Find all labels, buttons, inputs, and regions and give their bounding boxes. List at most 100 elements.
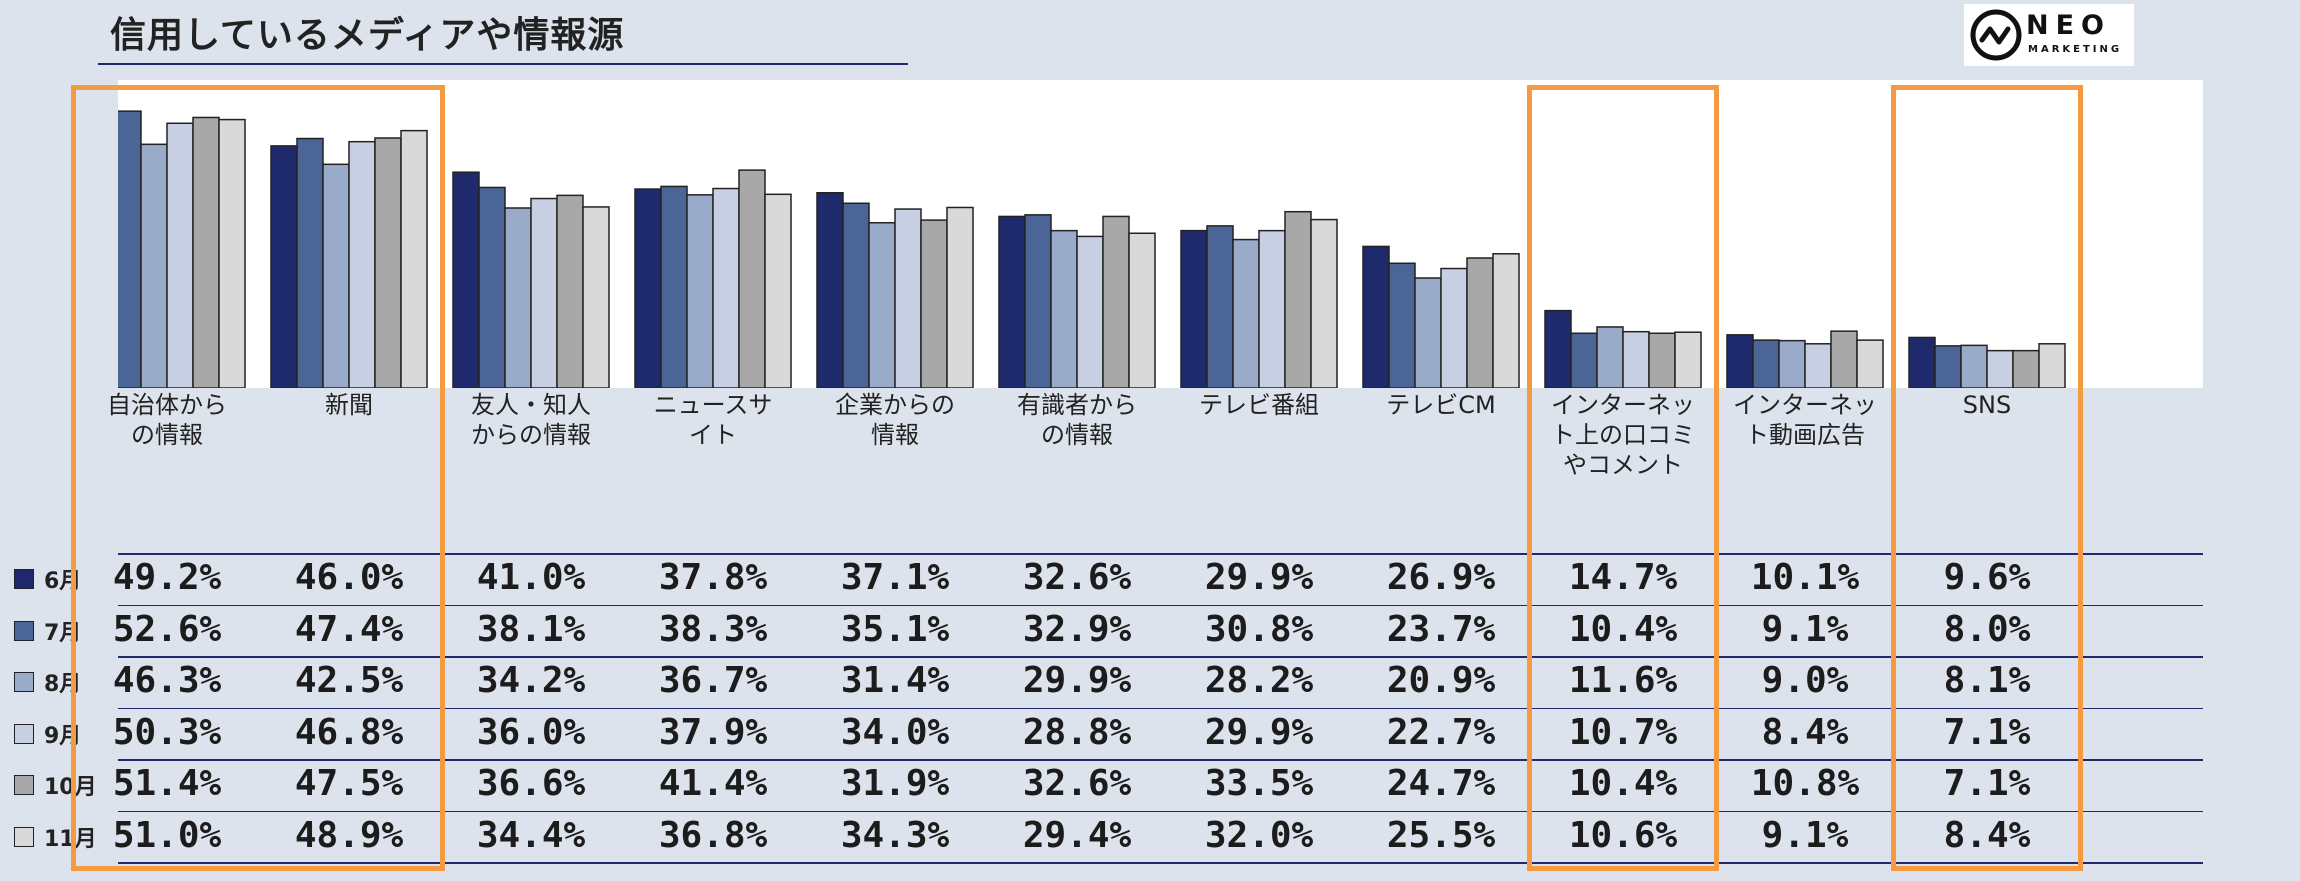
bar-1-1 bbox=[296, 137, 324, 388]
bar-7-0 bbox=[1362, 245, 1390, 388]
bar-3-3 bbox=[712, 187, 740, 388]
legend-swatch bbox=[14, 672, 34, 692]
data-cell: 31.4% bbox=[840, 660, 950, 701]
data-cell: 9.1% bbox=[1761, 608, 1849, 650]
category-label: インターネッ ト上の口コミ やコメント bbox=[1551, 391, 1695, 479]
data-cell: 37.8% bbox=[658, 557, 768, 598]
bar-0-4 bbox=[192, 116, 220, 388]
data-cell: 8.0% bbox=[1943, 608, 2031, 650]
bar-8-4 bbox=[1648, 332, 1676, 388]
bar-1-2 bbox=[322, 163, 350, 388]
data-cell: 8.1% bbox=[1943, 660, 2031, 701]
bar-1-5 bbox=[400, 129, 428, 388]
category-label: テレビCM bbox=[1386, 391, 1496, 419]
bar-5-0 bbox=[998, 215, 1026, 388]
data-cell: 22.7% bbox=[1386, 711, 1496, 753]
bar-10-1 bbox=[1934, 345, 1962, 388]
bar-6-3 bbox=[1258, 229, 1286, 388]
legend-swatch bbox=[14, 620, 34, 641]
bar-3-2 bbox=[686, 194, 714, 388]
bar-0-3 bbox=[166, 122, 194, 388]
category-label: テレビ番組 bbox=[1199, 391, 1319, 419]
bar-6-5 bbox=[1310, 218, 1338, 388]
data-cell: 14.7% bbox=[1568, 557, 1678, 598]
bar-8-0 bbox=[1544, 309, 1572, 388]
bar-9-1 bbox=[1752, 339, 1780, 388]
bar-8-3 bbox=[1622, 330, 1650, 388]
bar-1-0 bbox=[270, 145, 298, 388]
data-cell: 51.0% bbox=[112, 814, 222, 856]
data-cell: 29.9% bbox=[1204, 711, 1314, 753]
bar-7-1 bbox=[1388, 262, 1416, 388]
row-divider bbox=[118, 604, 2203, 606]
data-cell: 46.3% bbox=[112, 660, 222, 701]
data-cell: 10.1% bbox=[1750, 557, 1860, 598]
logo-subtext: MARKETING bbox=[2028, 44, 2123, 55]
data-cell: 41.0% bbox=[476, 557, 586, 598]
highlight-box bbox=[1891, 85, 2083, 871]
data-cell: 8.4% bbox=[1943, 814, 2031, 856]
bar-2-1 bbox=[478, 186, 506, 388]
highlight-box bbox=[1527, 85, 1719, 871]
data-cell: 10.7% bbox=[1568, 711, 1678, 753]
bar-4-5 bbox=[946, 206, 974, 388]
data-cell: 32.9% bbox=[1022, 608, 1132, 650]
category-label: SNS bbox=[1962, 391, 2012, 419]
bar-2-0 bbox=[452, 171, 480, 388]
data-cell: 36.8% bbox=[658, 814, 768, 856]
data-cell: 50.3% bbox=[112, 711, 222, 753]
data-cell: 31.9% bbox=[840, 763, 950, 804]
bar-7-5 bbox=[1492, 253, 1520, 388]
title-underline bbox=[98, 63, 908, 65]
bar-3-0 bbox=[634, 188, 662, 388]
bar-2-2 bbox=[504, 207, 532, 388]
bar-5-5 bbox=[1128, 232, 1156, 388]
category-label: 自治体から の情報 bbox=[107, 391, 227, 449]
data-cell: 49.2% bbox=[112, 557, 222, 598]
data-cell: 8.4% bbox=[1761, 711, 1849, 753]
data-cell: 37.1% bbox=[840, 557, 950, 598]
data-cell: 20.9% bbox=[1386, 660, 1496, 701]
bar-2-5 bbox=[582, 206, 610, 388]
data-cell: 11.6% bbox=[1568, 660, 1678, 701]
data-cell: 51.4% bbox=[112, 763, 222, 804]
neo-marketing-logo: NEO MARKETING bbox=[1964, 4, 2134, 66]
bar-2-4 bbox=[556, 194, 584, 388]
data-cell: 34.3% bbox=[840, 814, 950, 856]
bar-9-3 bbox=[1804, 343, 1832, 388]
data-cell: 23.7% bbox=[1386, 608, 1496, 650]
bar-9-5 bbox=[1856, 339, 1884, 388]
bar-7-3 bbox=[1440, 267, 1468, 388]
data-cell: 28.8% bbox=[1022, 711, 1132, 753]
bar-6-1 bbox=[1206, 225, 1234, 388]
bar-5-3 bbox=[1076, 235, 1104, 388]
bar-6-2 bbox=[1232, 238, 1260, 388]
row-divider bbox=[118, 810, 2203, 812]
bar-7-2 bbox=[1414, 277, 1442, 388]
row-divider bbox=[118, 553, 2203, 555]
data-cell: 25.5% bbox=[1386, 814, 1496, 856]
bar-3-4 bbox=[738, 169, 766, 388]
logo-wave-icon bbox=[1970, 9, 2022, 61]
bar-4-0 bbox=[816, 191, 844, 388]
bar-10-2 bbox=[1960, 344, 1988, 388]
data-cell: 36.7% bbox=[658, 660, 768, 701]
bar-4-3 bbox=[894, 208, 922, 388]
page-title: 信用しているメディアや情報源 bbox=[110, 15, 625, 56]
bar-4-1 bbox=[842, 202, 870, 388]
data-cell: 46.8% bbox=[294, 711, 404, 753]
data-cell: 34.2% bbox=[476, 660, 586, 701]
row-divider bbox=[118, 707, 2203, 709]
data-cell: 32.0% bbox=[1204, 814, 1314, 856]
bar-6-0 bbox=[1180, 229, 1208, 388]
data-cell: 47.5% bbox=[294, 763, 404, 804]
data-cell: 34.0% bbox=[840, 711, 950, 753]
data-cell: 10.6% bbox=[1568, 814, 1678, 856]
data-cell: 34.4% bbox=[476, 814, 586, 856]
data-cell: 32.6% bbox=[1022, 763, 1132, 804]
data-cell: 29.9% bbox=[1022, 660, 1132, 701]
logo-text: NEO bbox=[2026, 10, 2111, 41]
category-label: ニュースサ イト bbox=[653, 391, 773, 449]
data-cell: 10.4% bbox=[1568, 608, 1678, 650]
bar-2-3 bbox=[530, 197, 558, 388]
